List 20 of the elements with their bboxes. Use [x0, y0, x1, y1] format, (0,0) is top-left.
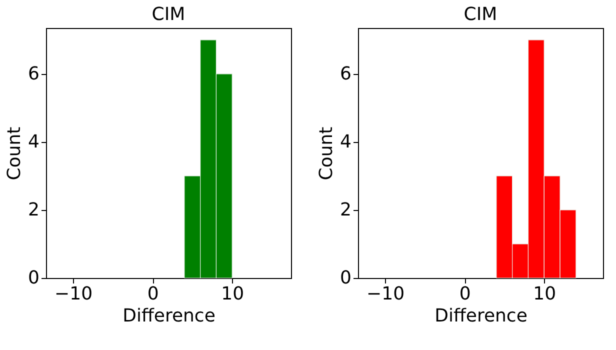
- x-tick-label: 0: [459, 284, 471, 304]
- x-axis-title: Difference: [434, 306, 528, 326]
- x-tick-label: −10: [366, 284, 405, 304]
- y-tick-label: 0: [28, 268, 40, 288]
- y-tick-label: 4: [340, 131, 352, 152]
- x-tick-label: −10: [54, 284, 93, 304]
- y-axis-title: Count: [4, 126, 26, 180]
- x-tick-label: 0: [147, 284, 159, 304]
- x-tick-label: 10: [221, 284, 244, 304]
- y-tick-label: 2: [340, 199, 352, 220]
- chart-title: CIM: [152, 4, 186, 25]
- y-tick-label: 6: [28, 63, 40, 84]
- y-tick-label: 0: [340, 268, 352, 288]
- chart-title: CIM: [464, 4, 498, 25]
- y-tick-label: 4: [28, 131, 40, 152]
- y-axis-title: Count: [316, 126, 338, 180]
- x-tick-label: 10: [533, 284, 556, 304]
- y-tick-label: 2: [28, 199, 40, 220]
- x-axis-title: Difference: [122, 306, 216, 326]
- y-tick-label: 6: [340, 63, 352, 84]
